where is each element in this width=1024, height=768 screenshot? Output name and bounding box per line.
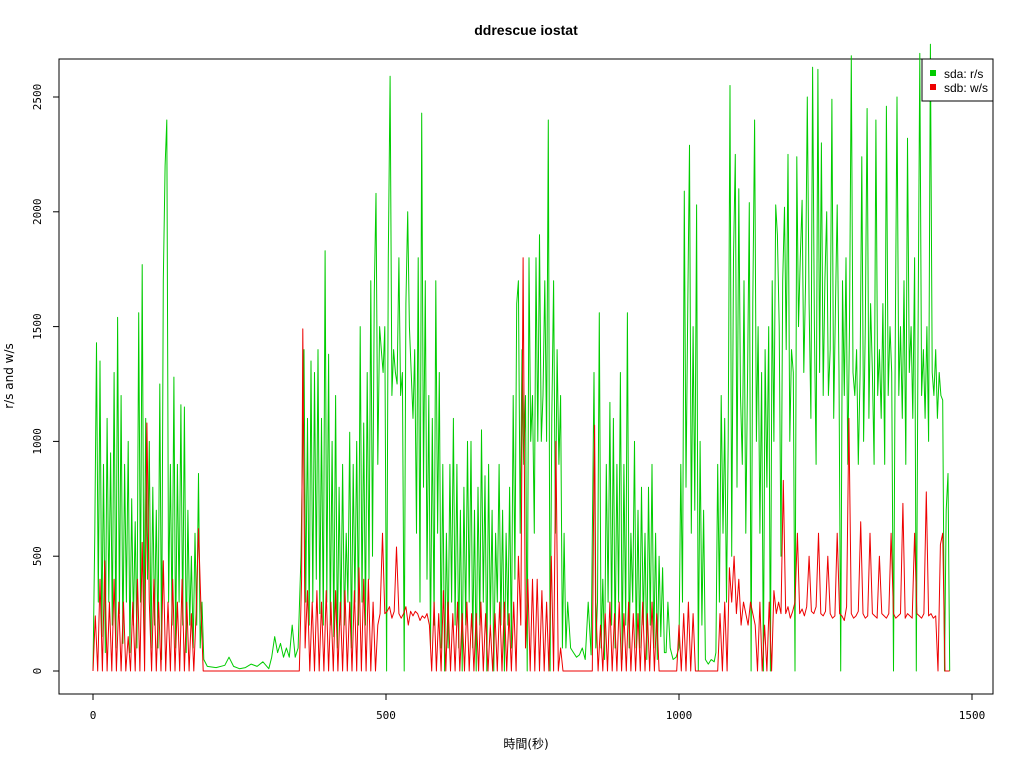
y-tick-label: 1000 [31, 428, 44, 455]
y-tick-label: 0 [31, 668, 44, 675]
series-layer [92, 43, 951, 672]
legend: sda: r/s sdb: w/s [921, 58, 994, 102]
y-axis-label: r/s and w/s [2, 343, 16, 409]
y-tick-label: 500 [31, 546, 44, 566]
series-line-sdb [92, 257, 950, 672]
legend-swatch-sdb [930, 84, 936, 90]
x-tick-label: 1000 [666, 709, 693, 722]
legend-label-sda: sda: r/s [944, 67, 983, 81]
y-axis: 0 500 1000 1500 2000 2500 [31, 84, 60, 675]
y-tick-label: 2000 [31, 199, 44, 226]
x-tick-label: 0 [90, 709, 97, 722]
chart-title: ddrescue iostat [474, 22, 578, 38]
x-tick-label: 1500 [959, 709, 986, 722]
y-tick-label: 2500 [31, 84, 44, 111]
legend-box [921, 58, 994, 102]
x-axis: 0 500 1000 1500 [90, 693, 986, 722]
x-tick-label: 500 [376, 709, 396, 722]
x-axis-label: 時間(秒) [503, 737, 548, 751]
y-tick-label: 1500 [31, 313, 44, 340]
legend-swatch-sda [930, 70, 936, 76]
series-line-sda [92, 43, 951, 672]
legend-label-sdb: sdb: w/s [944, 81, 988, 95]
